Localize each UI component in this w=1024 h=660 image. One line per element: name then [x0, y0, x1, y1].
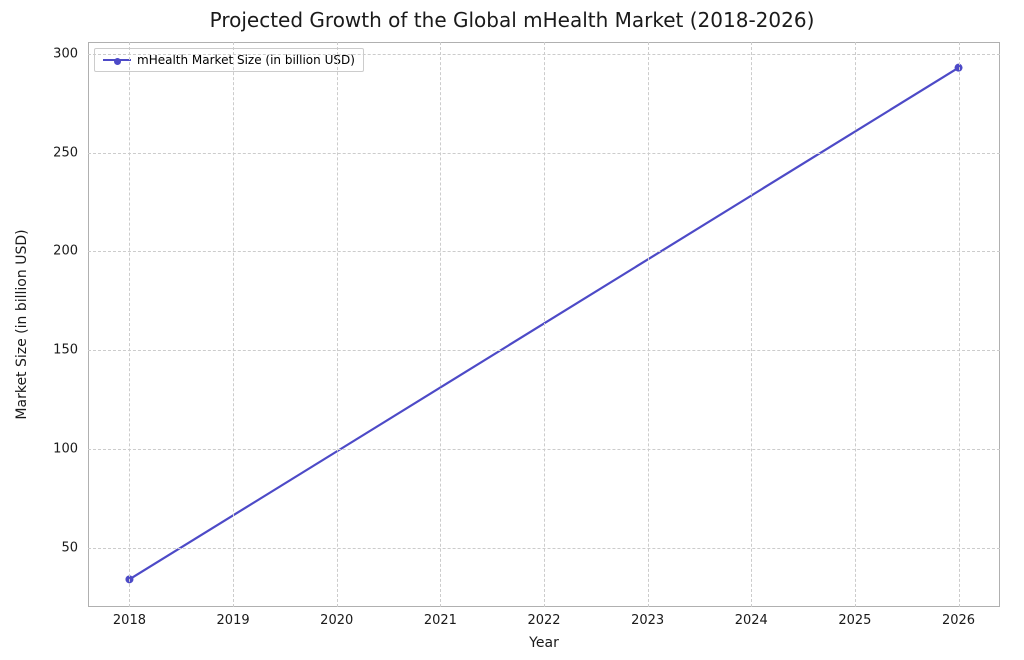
x-grid-line: [751, 42, 752, 607]
x-tick-label: 2025: [838, 613, 871, 628]
y-grid-line: [88, 251, 1000, 252]
x-tick-label: 2021: [424, 613, 457, 628]
x-grid-line: [233, 42, 234, 607]
x-grid-line: [129, 42, 130, 607]
x-tick-label: 2026: [942, 613, 975, 628]
x-tick-label: 2023: [631, 613, 664, 628]
x-axis-label: Year: [529, 635, 559, 651]
x-tick-label: 2020: [320, 613, 353, 628]
y-tick-label: 200: [53, 244, 78, 259]
y-grid-line: [88, 153, 1000, 154]
x-grid-line: [440, 42, 441, 607]
x-grid-line: [959, 42, 960, 607]
legend-label: mHealth Market Size (in billion USD): [137, 53, 355, 67]
y-tick-label: 150: [53, 343, 78, 358]
x-grid-line: [648, 42, 649, 607]
x-grid-line: [337, 42, 338, 607]
y-tick-label: 300: [53, 46, 78, 61]
chart-container: Projected Growth of the Global mHealth M…: [0, 0, 1024, 660]
x-tick-label: 2024: [735, 613, 768, 628]
x-grid-line: [544, 42, 545, 607]
y-tick-label: 100: [53, 441, 78, 456]
plot-area: mHealth Market Size (in billion USD): [88, 42, 1000, 607]
y-grid-line: [88, 54, 1000, 55]
y-grid-line: [88, 449, 1000, 450]
y-grid-line: [88, 548, 1000, 549]
legend: mHealth Market Size (in billion USD): [94, 48, 364, 72]
x-tick-label: 2022: [527, 613, 560, 628]
x-tick-label: 2019: [217, 613, 250, 628]
y-grid-line: [88, 350, 1000, 351]
y-axis-label: Market Size (in billion USD): [14, 42, 30, 607]
chart-title: Projected Growth of the Global mHealth M…: [0, 8, 1024, 32]
legend-marker-sample: [114, 58, 121, 65]
x-tick-label: 2018: [113, 613, 146, 628]
y-tick-label: 50: [61, 540, 78, 555]
legend-line-sample: [103, 59, 131, 61]
x-grid-line: [855, 42, 856, 607]
y-tick-label: 250: [53, 145, 78, 160]
